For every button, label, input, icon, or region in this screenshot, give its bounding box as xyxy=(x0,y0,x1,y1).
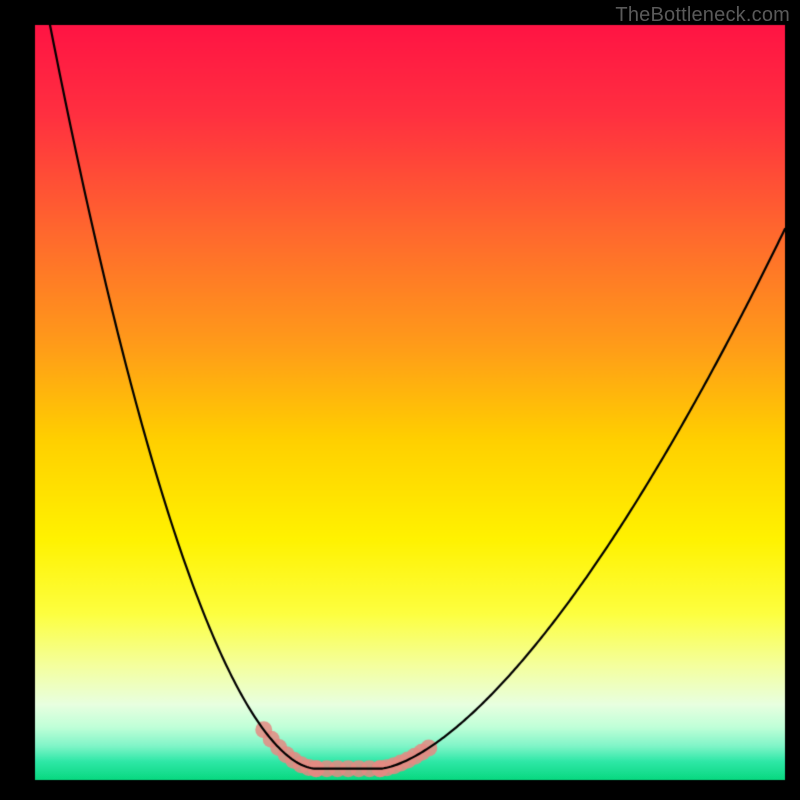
bottleneck-chart-canvas xyxy=(0,0,800,800)
chart-container: TheBottleneck.com xyxy=(0,0,800,800)
watermark-text: TheBottleneck.com xyxy=(615,4,790,27)
